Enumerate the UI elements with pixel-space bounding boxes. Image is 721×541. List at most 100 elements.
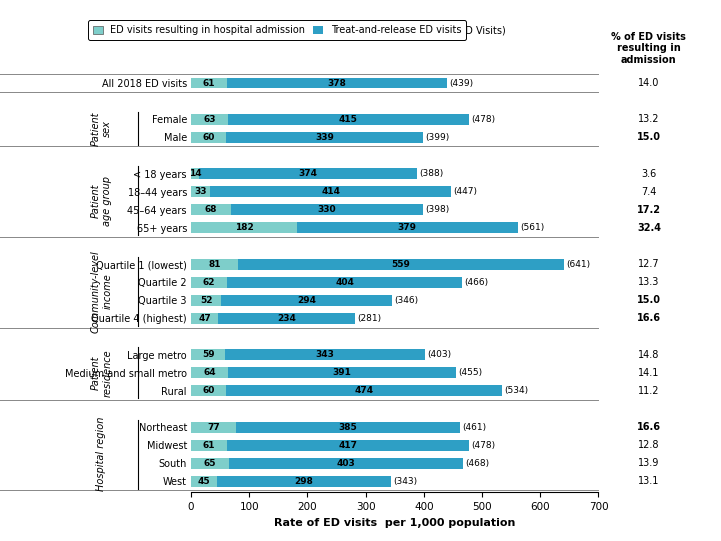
Bar (226, 132, 423, 143)
Bar (191, 349, 226, 360)
Text: 14.8: 14.8 (638, 349, 660, 360)
Text: (478): (478) (472, 441, 496, 450)
Text: (534): (534) (504, 386, 528, 395)
Text: 14.0: 14.0 (638, 78, 660, 88)
Bar (191, 277, 227, 288)
Bar (226, 349, 425, 360)
Text: 404: 404 (335, 278, 354, 287)
Text: 391: 391 (332, 368, 352, 377)
Bar (236, 421, 460, 433)
Bar (231, 204, 423, 215)
Bar (221, 295, 392, 306)
Bar (191, 367, 229, 378)
Text: 7.4: 7.4 (641, 187, 657, 197)
Text: 13.2: 13.2 (638, 114, 660, 124)
Text: 14.1: 14.1 (638, 368, 660, 378)
Bar (191, 385, 226, 397)
X-axis label: Rate of ED visits  per 1,000 population: Rate of ED visits per 1,000 population (274, 518, 516, 527)
Text: 414: 414 (322, 187, 340, 196)
Text: (All ED Visits): (All ED Visits) (440, 25, 505, 35)
Text: 374: 374 (298, 169, 317, 178)
Text: 12.7: 12.7 (638, 259, 660, 269)
Text: (455): (455) (458, 368, 482, 377)
Text: 61: 61 (203, 78, 215, 88)
Bar (238, 259, 564, 269)
Text: 64: 64 (203, 368, 216, 377)
Bar (227, 277, 462, 288)
Text: 52: 52 (200, 296, 213, 305)
Text: 13.9: 13.9 (638, 458, 660, 469)
Text: 378: 378 (327, 78, 346, 88)
Legend: ED visits resulting in hospital admission, Treat-and-release ED visits: ED visits resulting in hospital admissio… (88, 21, 466, 40)
Text: 14: 14 (189, 169, 201, 178)
Text: Patient
age group: Patient age group (91, 176, 112, 226)
Text: 17.2: 17.2 (637, 205, 661, 215)
Text: 12.8: 12.8 (638, 440, 660, 450)
Bar (226, 77, 446, 88)
Text: 62: 62 (203, 278, 216, 287)
Text: 343: 343 (316, 350, 335, 359)
Bar (191, 168, 199, 179)
Text: 60: 60 (203, 133, 215, 142)
Text: 47: 47 (198, 314, 211, 323)
Text: Hospital region: Hospital region (97, 417, 107, 491)
Bar (191, 476, 217, 487)
Text: 68: 68 (205, 205, 217, 214)
Text: 339: 339 (315, 133, 334, 142)
Text: Patient
sex: Patient sex (91, 111, 112, 146)
Text: (346): (346) (395, 296, 419, 305)
Text: 59: 59 (202, 350, 215, 359)
Text: 234: 234 (277, 314, 296, 323)
Text: 415: 415 (339, 115, 358, 124)
Bar (218, 313, 355, 324)
Text: (403): (403) (428, 350, 451, 359)
Text: 65: 65 (204, 459, 216, 468)
Bar (191, 259, 238, 269)
Text: 330: 330 (317, 205, 336, 214)
Bar (228, 114, 469, 124)
Text: 298: 298 (294, 477, 314, 486)
Text: (447): (447) (454, 187, 477, 196)
Text: 45: 45 (198, 477, 211, 486)
Bar (199, 168, 417, 179)
Text: 15.0: 15.0 (637, 295, 661, 305)
Bar (191, 295, 221, 306)
Bar (191, 77, 226, 88)
Text: (388): (388) (419, 169, 443, 178)
Text: (466): (466) (464, 278, 489, 287)
Text: (468): (468) (466, 459, 490, 468)
Bar (191, 204, 231, 215)
Text: (398): (398) (425, 205, 449, 214)
Text: (281): (281) (357, 314, 381, 323)
Bar (191, 132, 226, 143)
Text: 13.3: 13.3 (638, 277, 660, 287)
Text: (399): (399) (425, 133, 450, 142)
Text: 13.1: 13.1 (638, 477, 660, 486)
Text: 63: 63 (203, 115, 216, 124)
Text: 16.6: 16.6 (637, 422, 661, 432)
Text: 33: 33 (195, 187, 207, 196)
Bar (229, 367, 456, 378)
Text: 60: 60 (203, 386, 215, 395)
Text: 417: 417 (338, 441, 358, 450)
Bar (229, 458, 464, 469)
Text: % of ED visits
resulting in
admission: % of ED visits resulting in admission (611, 32, 686, 65)
Text: 474: 474 (354, 386, 373, 395)
Text: 32.4: 32.4 (637, 223, 661, 233)
Text: 379: 379 (398, 223, 417, 233)
Text: (439): (439) (449, 78, 473, 88)
Text: (343): (343) (393, 477, 417, 486)
Text: (461): (461) (462, 423, 487, 432)
Text: 15.0: 15.0 (637, 133, 661, 142)
Bar (191, 440, 226, 451)
Text: 16.6: 16.6 (637, 313, 661, 324)
Text: (478): (478) (472, 115, 496, 124)
Text: Patient
residence: Patient residence (91, 349, 112, 397)
Text: 182: 182 (234, 223, 253, 233)
Text: 61: 61 (203, 441, 215, 450)
Text: (561): (561) (520, 223, 544, 233)
Bar (297, 222, 518, 233)
Text: 403: 403 (337, 459, 355, 468)
Bar (226, 440, 469, 451)
Bar (191, 421, 236, 433)
